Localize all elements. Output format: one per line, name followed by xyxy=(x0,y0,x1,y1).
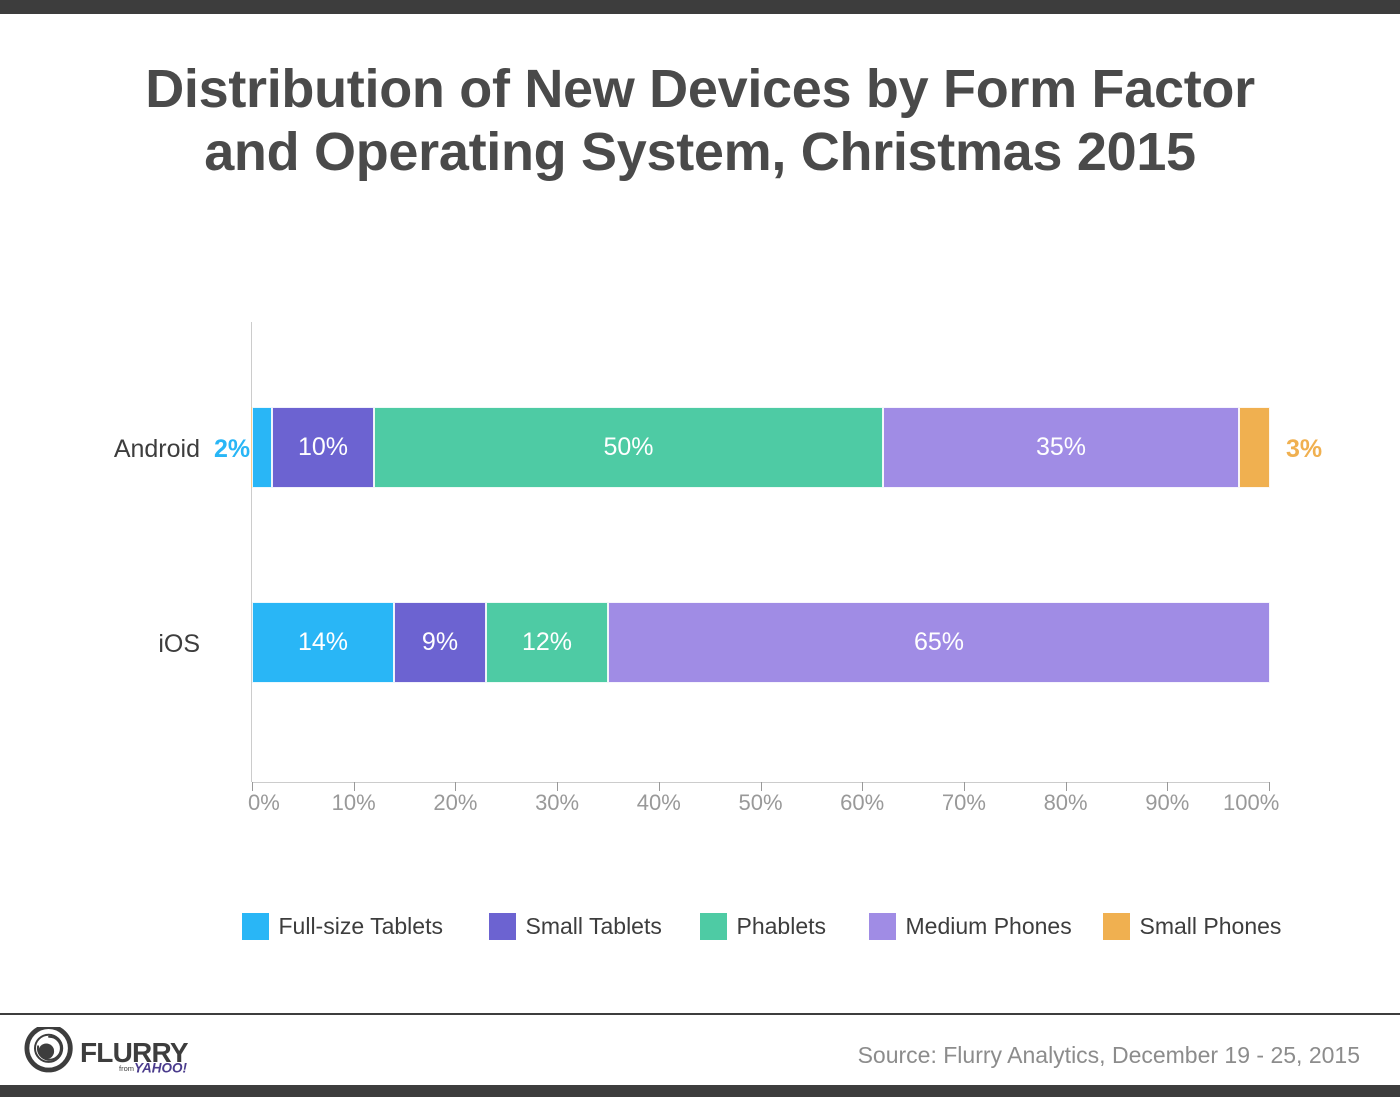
svg-text:YAHOO!: YAHOO! xyxy=(134,1061,188,1076)
svg-text:from: from xyxy=(119,1064,134,1073)
